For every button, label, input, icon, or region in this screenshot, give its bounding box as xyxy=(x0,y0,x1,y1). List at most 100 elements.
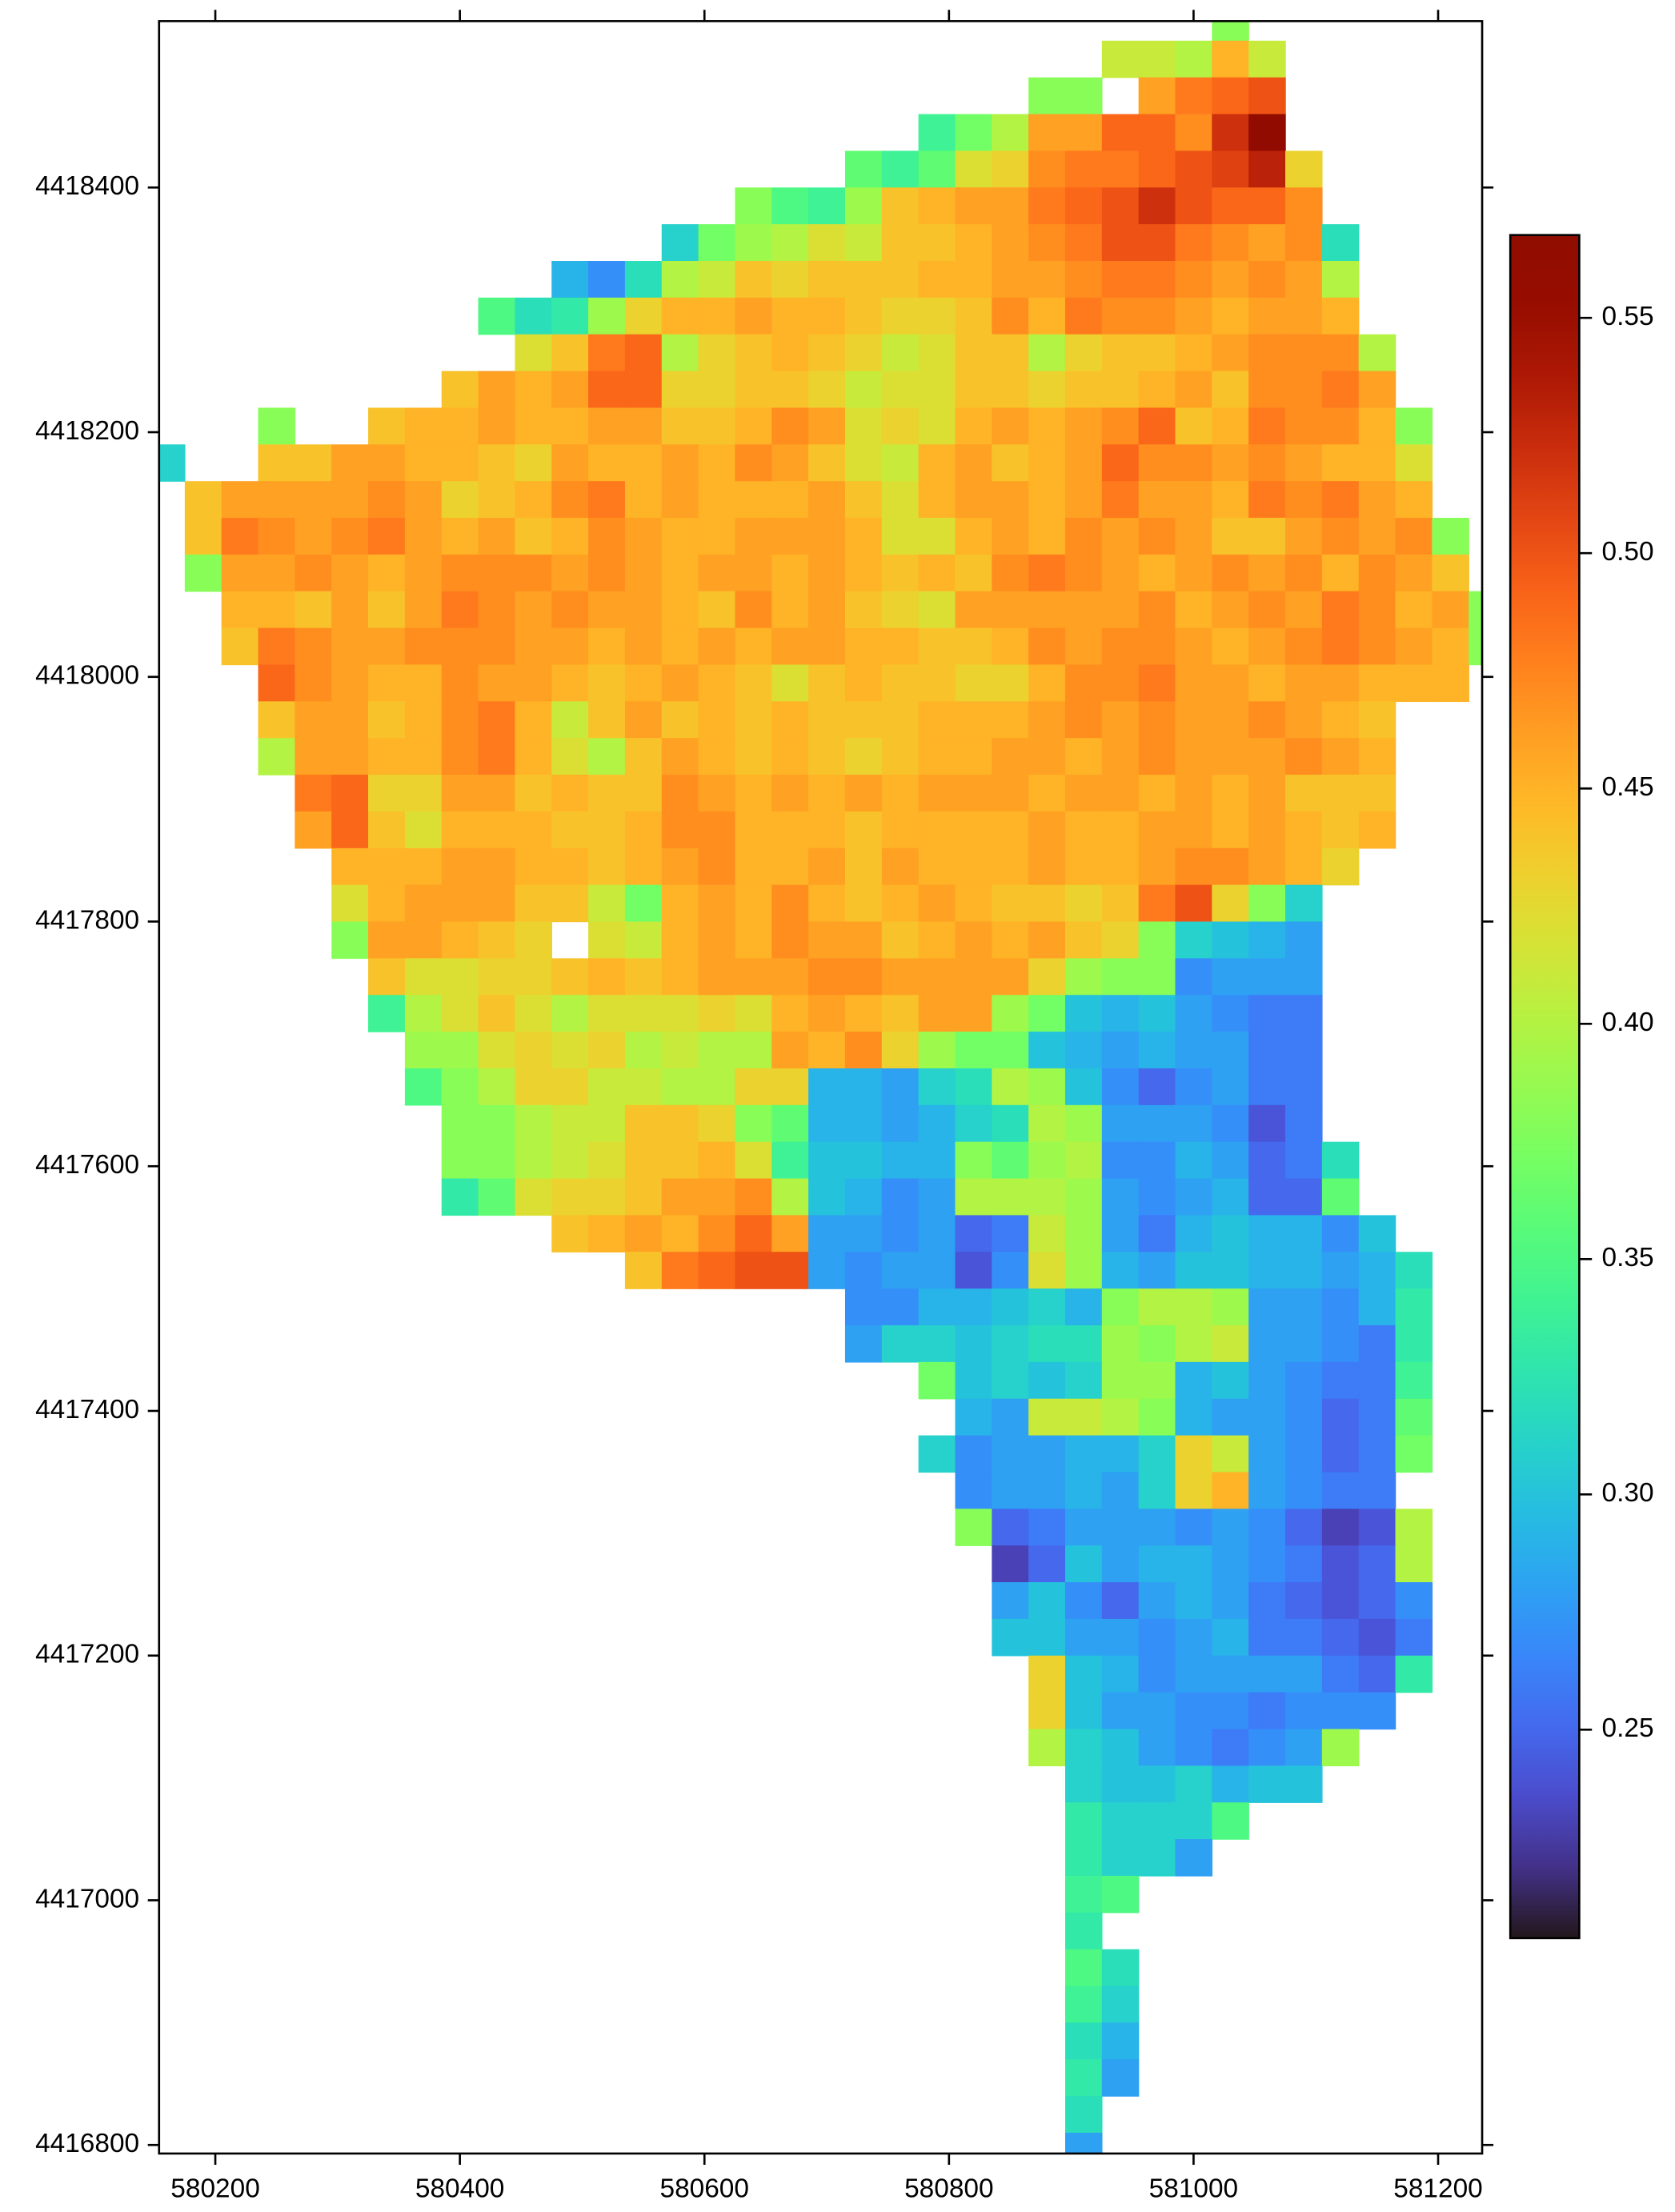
heatmap-cell xyxy=(1212,1545,1249,1583)
heatmap-cell xyxy=(1064,554,1103,592)
heatmap-cell xyxy=(295,664,332,703)
heatmap-cell xyxy=(771,664,809,703)
heatmap-cell xyxy=(1028,664,1066,703)
heatmap-cell xyxy=(881,775,920,812)
heatmap-cell xyxy=(918,1435,956,1473)
heatmap-cell xyxy=(551,738,589,775)
heatmap-cell xyxy=(1101,995,1140,1032)
heatmap-cell xyxy=(808,627,846,666)
heatmap-cell xyxy=(551,334,589,372)
heatmap-cell xyxy=(808,884,846,923)
heatmap-cell xyxy=(1138,1435,1176,1473)
heatmap-cell xyxy=(331,518,369,555)
heatmap-cell xyxy=(844,1324,883,1363)
heatmap-cell xyxy=(735,591,772,629)
heatmap-cell xyxy=(1358,371,1397,409)
heatmap-cell xyxy=(992,297,1029,335)
heatmap-cell xyxy=(404,811,443,849)
heatmap-cell xyxy=(771,1141,809,1180)
heatmap-cell xyxy=(551,1068,589,1106)
heatmap-cell xyxy=(1321,334,1360,372)
heatmap-cell xyxy=(661,738,699,775)
heatmap-cell xyxy=(771,921,809,960)
heatmap-cell xyxy=(992,1618,1029,1657)
heatmap-cell xyxy=(515,1178,552,1216)
heatmap-cell xyxy=(844,1288,883,1326)
heatmap-cell xyxy=(1248,1324,1286,1363)
heatmap-cell xyxy=(1175,1765,1213,1803)
heatmap-cell xyxy=(1212,1472,1249,1510)
heatmap-cell xyxy=(624,481,663,519)
heatmap-cell xyxy=(1028,297,1066,335)
heatmap-cell xyxy=(404,444,443,482)
heatmap-cell xyxy=(404,554,443,592)
heatmap-cell xyxy=(661,884,699,923)
heatmap-cell xyxy=(441,554,479,592)
heatmap-cell xyxy=(1212,1178,1249,1216)
heatmap-cell xyxy=(588,1215,626,1252)
heatmap-cell xyxy=(1321,371,1360,409)
heatmap-cell xyxy=(1138,591,1176,629)
heatmap-cell xyxy=(1248,1361,1286,1400)
heatmap-cell xyxy=(588,407,626,446)
heatmap-cell xyxy=(992,1545,1029,1583)
heatmap-cell xyxy=(1321,1545,1360,1583)
heatmap-cell xyxy=(771,297,809,335)
heatmap-cell xyxy=(1248,40,1286,78)
heatmap-cell xyxy=(478,995,516,1032)
heatmap-cell xyxy=(588,921,626,960)
heatmap-cell xyxy=(1248,187,1286,225)
heatmap-cell xyxy=(1101,187,1140,225)
heatmap-cell xyxy=(955,1398,993,1437)
heatmap-cell xyxy=(844,995,883,1032)
heatmap-cell xyxy=(992,1288,1029,1326)
heatmap-cell xyxy=(1064,2132,1103,2154)
heatmap-cell xyxy=(1175,701,1213,739)
heatmap-cell xyxy=(771,1215,809,1252)
heatmap-cell xyxy=(1248,958,1286,996)
heatmap-cell xyxy=(992,261,1029,299)
heatmap-cell xyxy=(1285,1252,1323,1289)
heatmap-cell xyxy=(698,884,736,923)
heatmap-cell xyxy=(1138,1582,1176,1620)
heatmap-cell xyxy=(515,1068,552,1106)
heatmap-cell xyxy=(881,958,920,996)
heatmap-cell xyxy=(881,627,920,666)
heatmap-cell xyxy=(1101,1472,1140,1510)
heatmap-cell xyxy=(844,554,883,592)
heatmap-cell xyxy=(551,1178,589,1216)
heatmap-cell xyxy=(955,1068,993,1106)
heatmap-cell xyxy=(661,444,699,482)
heatmap-cell xyxy=(1175,407,1213,446)
heatmap-cell xyxy=(844,261,883,299)
heatmap-cell xyxy=(771,775,809,812)
heatmap-cell xyxy=(1064,1618,1103,1657)
heatmap-cell xyxy=(1138,444,1176,482)
heatmap-cell xyxy=(441,518,479,555)
heatmap-cell xyxy=(808,1068,846,1106)
heatmap-cell xyxy=(1101,444,1140,482)
heatmap-cell xyxy=(771,224,809,262)
heatmap-cell xyxy=(1285,407,1323,446)
heatmap-cell xyxy=(1138,775,1176,812)
heatmap-cell xyxy=(1248,371,1286,409)
heatmap-cell xyxy=(1212,1729,1249,1767)
heatmap-cell xyxy=(918,1104,956,1143)
heatmap-cell xyxy=(515,701,552,739)
heatmap-cell xyxy=(478,738,516,775)
heatmap-cell xyxy=(698,1178,736,1216)
heatmap-cell xyxy=(551,1141,589,1180)
heatmap-cell xyxy=(258,554,296,592)
heatmap-cell xyxy=(624,701,663,739)
heatmap-cell xyxy=(955,884,993,923)
heatmap-cell xyxy=(258,481,296,519)
heatmap-cell xyxy=(515,775,552,812)
heatmap-cell xyxy=(1212,187,1249,225)
heatmap-cell xyxy=(1064,811,1103,849)
heatmap-cell xyxy=(1212,664,1249,703)
heatmap-cell xyxy=(1064,1215,1103,1252)
heatmap-cell xyxy=(1358,1435,1397,1473)
heatmap-cell xyxy=(918,518,956,555)
heatmap-cell xyxy=(1101,1802,1140,1840)
heatmap-cell xyxy=(441,811,479,849)
